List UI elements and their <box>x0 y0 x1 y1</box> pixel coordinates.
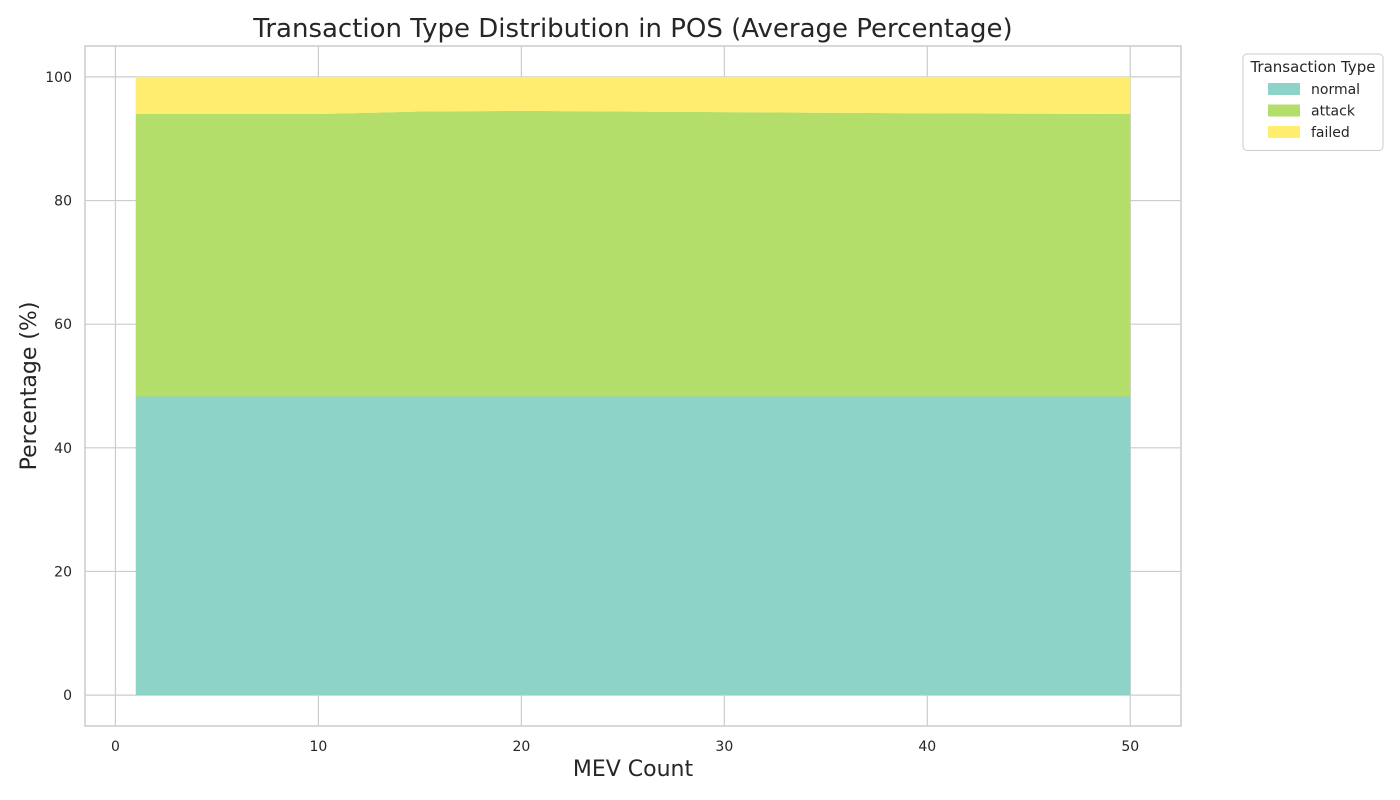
legend-swatch-normal <box>1268 83 1300 95</box>
plot-frame <box>84 45 1182 727</box>
y-tick-label: 80 <box>54 194 72 210</box>
legend-items: normal attack failed <box>1268 82 1360 141</box>
area-failed <box>135 76 1131 114</box>
legend-label-normal: normal <box>1311 82 1360 98</box>
area-attack <box>135 110 1131 397</box>
x-tick-label: 40 <box>918 739 936 755</box>
area-normal <box>135 396 1131 696</box>
x-tick-label: 50 <box>1121 739 1139 755</box>
legend-label-attack: attack <box>1311 104 1356 120</box>
tick-labels: 0 10 20 30 40 50 0 20 40 60 80 100 <box>45 70 1139 755</box>
legend-swatch-failed <box>1268 126 1300 138</box>
legend-label-failed: failed <box>1311 125 1350 141</box>
y-tick-label: 60 <box>54 317 72 333</box>
y-tick-label: 0 <box>63 688 72 704</box>
chart-title: Transaction Type Distribution in POS (Av… <box>252 14 1012 44</box>
x-tick-label: 10 <box>309 739 327 755</box>
legend-title: Transaction Type <box>1249 58 1375 76</box>
x-tick-label: 20 <box>512 739 530 755</box>
x-tick-label: 0 <box>111 739 120 755</box>
y-axis-label: Percentage (%) <box>17 302 42 471</box>
legend-swatch-attack <box>1268 104 1300 117</box>
x-axis-label: MEV Count <box>573 757 694 782</box>
y-tick-label: 20 <box>54 564 72 580</box>
x-tick-label: 30 <box>715 739 733 755</box>
legend: Transaction Type normal attack failed <box>1242 53 1384 151</box>
plot-areas <box>135 76 1131 696</box>
y-tick-label: 100 <box>45 70 72 86</box>
y-tick-label: 40 <box>54 441 72 457</box>
